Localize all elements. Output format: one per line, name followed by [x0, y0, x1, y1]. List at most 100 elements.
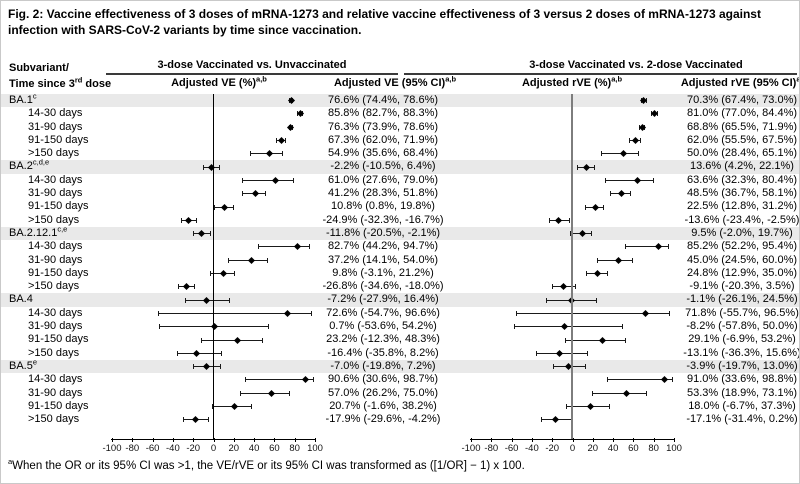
axis-tick-label: -20: [186, 443, 201, 454]
row-label: 31-90 days: [28, 187, 83, 200]
ci-line: [258, 246, 310, 248]
ve-ci-text: -7.2% (-27.9%, 16.4%): [327, 293, 439, 306]
axis-tick: [132, 438, 134, 442]
ci-cap-left: [183, 417, 185, 423]
axis-tick-label: 0: [210, 443, 217, 454]
axis-tick-label: -100: [102, 443, 122, 454]
ve-ci-text: 57.0% (26.2%, 75.0%): [327, 386, 439, 399]
rve-ci-text: 70.3% (67.4%, 73.0%): [686, 94, 798, 106]
row-header-line2: Time since 3rd dose: [9, 75, 112, 90]
table-row: >150 days -17.9% (-29.6%, -4.2%) -17.1% (-…: [1, 413, 799, 426]
axis-tick: [152, 438, 154, 442]
ci-cap-left: [185, 297, 187, 303]
row-label: BA.5e: [9, 357, 38, 372]
table-row: 91-150 days 67.3% (62.0%, 71.9%) 62.0% (55…: [1, 133, 799, 147]
axis-tick: [491, 438, 493, 442]
ve-point-estimate-marker: [287, 123, 295, 131]
ci-cap-right: [288, 390, 290, 396]
ci-cap-right: [281, 151, 283, 157]
panel2-x-axis: -100 -80 -60 -40 -20 0 20 40 60 80 100: [461, 438, 682, 457]
row-label: BA.2.12.1c,e: [9, 224, 68, 239]
ci-cap-left: [249, 151, 251, 157]
row-label: BA.2c,d,e: [9, 157, 50, 173]
ci-cap-left: [546, 297, 547, 303]
ci-cap-right: [194, 284, 196, 290]
ci-cap-right: [575, 284, 577, 290]
ci-cap-left: [601, 151, 603, 157]
ci-cap-left: [585, 204, 587, 210]
ve-ci-text: 10.8% (0.8%, 19.8%): [331, 200, 435, 213]
column-header-rve-ci: Adjusted rVE (95% CI)a,b: [680, 75, 799, 89]
rve-ci-bar: [606, 377, 673, 383]
row-label: >150 days: [28, 346, 80, 359]
axis-tick: [511, 438, 513, 442]
axis-tick-label: 20: [228, 443, 240, 454]
rve-ci-text: 50.0% (28.4%, 65.1%): [686, 147, 798, 160]
ci-cap-right: [591, 231, 593, 237]
rve-ci-bar: [513, 324, 624, 330]
ci-cap-left: [159, 324, 161, 330]
ci-line: [241, 179, 294, 181]
axis-tick-label: 80: [648, 443, 659, 454]
ci-cap-right: [308, 244, 310, 250]
ve-ci-text: 20.7% (-1.6%, 38.2%): [329, 399, 437, 412]
axis-tick: [213, 438, 215, 442]
rve-ci-bar: [565, 337, 627, 343]
table-row: BA.2c,d,e -2.2% (-10.5%, 6.4%) 13.6% (4.2%…: [1, 157, 799, 174]
ci-cap-left: [193, 364, 195, 370]
table-row: BA.5e -7.0% (-19.8%, 7.2%) -3.9% (-19.7%, …: [1, 357, 799, 374]
ci-cap-right: [310, 310, 312, 316]
axis-tick: [471, 438, 472, 442]
axis-tick: [653, 438, 655, 442]
axis-tick-label: -20: [545, 443, 560, 454]
ve-ci-bar: [244, 377, 314, 383]
rve-ci-text: 53.3% (18.9%, 73.1%): [686, 386, 798, 399]
ve-ci-text: 0.7% (-53.6%, 54.2%): [329, 320, 437, 333]
row-label: >150 days: [28, 213, 80, 226]
ve-ci-text: 76.3% (73.9%, 78.6%): [327, 120, 439, 133]
axis-tick: [674, 438, 675, 442]
ci-cap-left: [178, 284, 180, 290]
ci-cap-right: [218, 164, 220, 170]
ci-cap-left: [214, 204, 216, 210]
rve-ci-text: -8.2% (-57.8%, 50.0%): [686, 320, 798, 333]
row-header-line1: Subvariant/: [9, 62, 69, 74]
ci-cap-right: [653, 177, 655, 183]
rve-ci-text: 45.0% (24.5%, 60.0%): [686, 253, 798, 266]
ci-cap-left: [210, 271, 212, 277]
panel2-zero-line: [571, 94, 573, 439]
axis-tick: [633, 438, 635, 442]
table-row: 91-150 days 20.7% (-1.6%, 38.2%) 18.0% (-6…: [1, 399, 799, 413]
ci-line: [157, 312, 312, 314]
ci-cap-right: [251, 404, 253, 410]
ve-ci-text: 23.2% (-12.3%, 48.3%): [326, 333, 440, 346]
table-row: 14-30 days 72.6% (-54.7%, 96.6%) 71.8% (-5…: [1, 307, 799, 320]
ci-cap-left: [597, 257, 599, 263]
column-header-ve-ci: Adjusted VE (95% CI)a,b: [333, 74, 457, 89]
ci-cap-left: [548, 217, 550, 223]
ci-cap-right: [669, 310, 671, 316]
ci-cap-left: [258, 244, 260, 250]
row-label-footnote: c,d,e: [32, 157, 50, 167]
row-label: >150 days: [28, 280, 80, 293]
ci-cap-right: [640, 138, 641, 144]
row-label: 31-90 days: [28, 120, 83, 133]
row-label: 91-150 days: [28, 133, 89, 146]
ci-cap-right: [645, 390, 647, 396]
axis-tick-label: -60: [504, 443, 519, 454]
ci-cap-left: [540, 417, 542, 423]
ci-cap-left: [201, 337, 202, 343]
ci-cap-left: [192, 231, 194, 237]
ci-line: [240, 392, 290, 394]
rve-ci-text: 22.5% (12.8%, 31.2%): [686, 200, 798, 213]
ve-ci-text: 54.9% (35.6%, 68.4%): [327, 147, 439, 160]
forest-rows: BA.1c 76.6% (74.4%, 78.6%) 70.3% (67.4%, 7…: [1, 92, 799, 426]
axis-tick-label: -80: [484, 443, 499, 454]
ci-cap-left: [180, 217, 182, 223]
row-label-footnote: e: [32, 357, 38, 367]
ve-ci-bar: [201, 337, 263, 343]
ci-cap-right: [632, 257, 634, 263]
ci-cap-left: [242, 191, 244, 197]
axis-tick-label: 100: [666, 443, 682, 454]
axis-tick-label: 100: [307, 443, 323, 454]
